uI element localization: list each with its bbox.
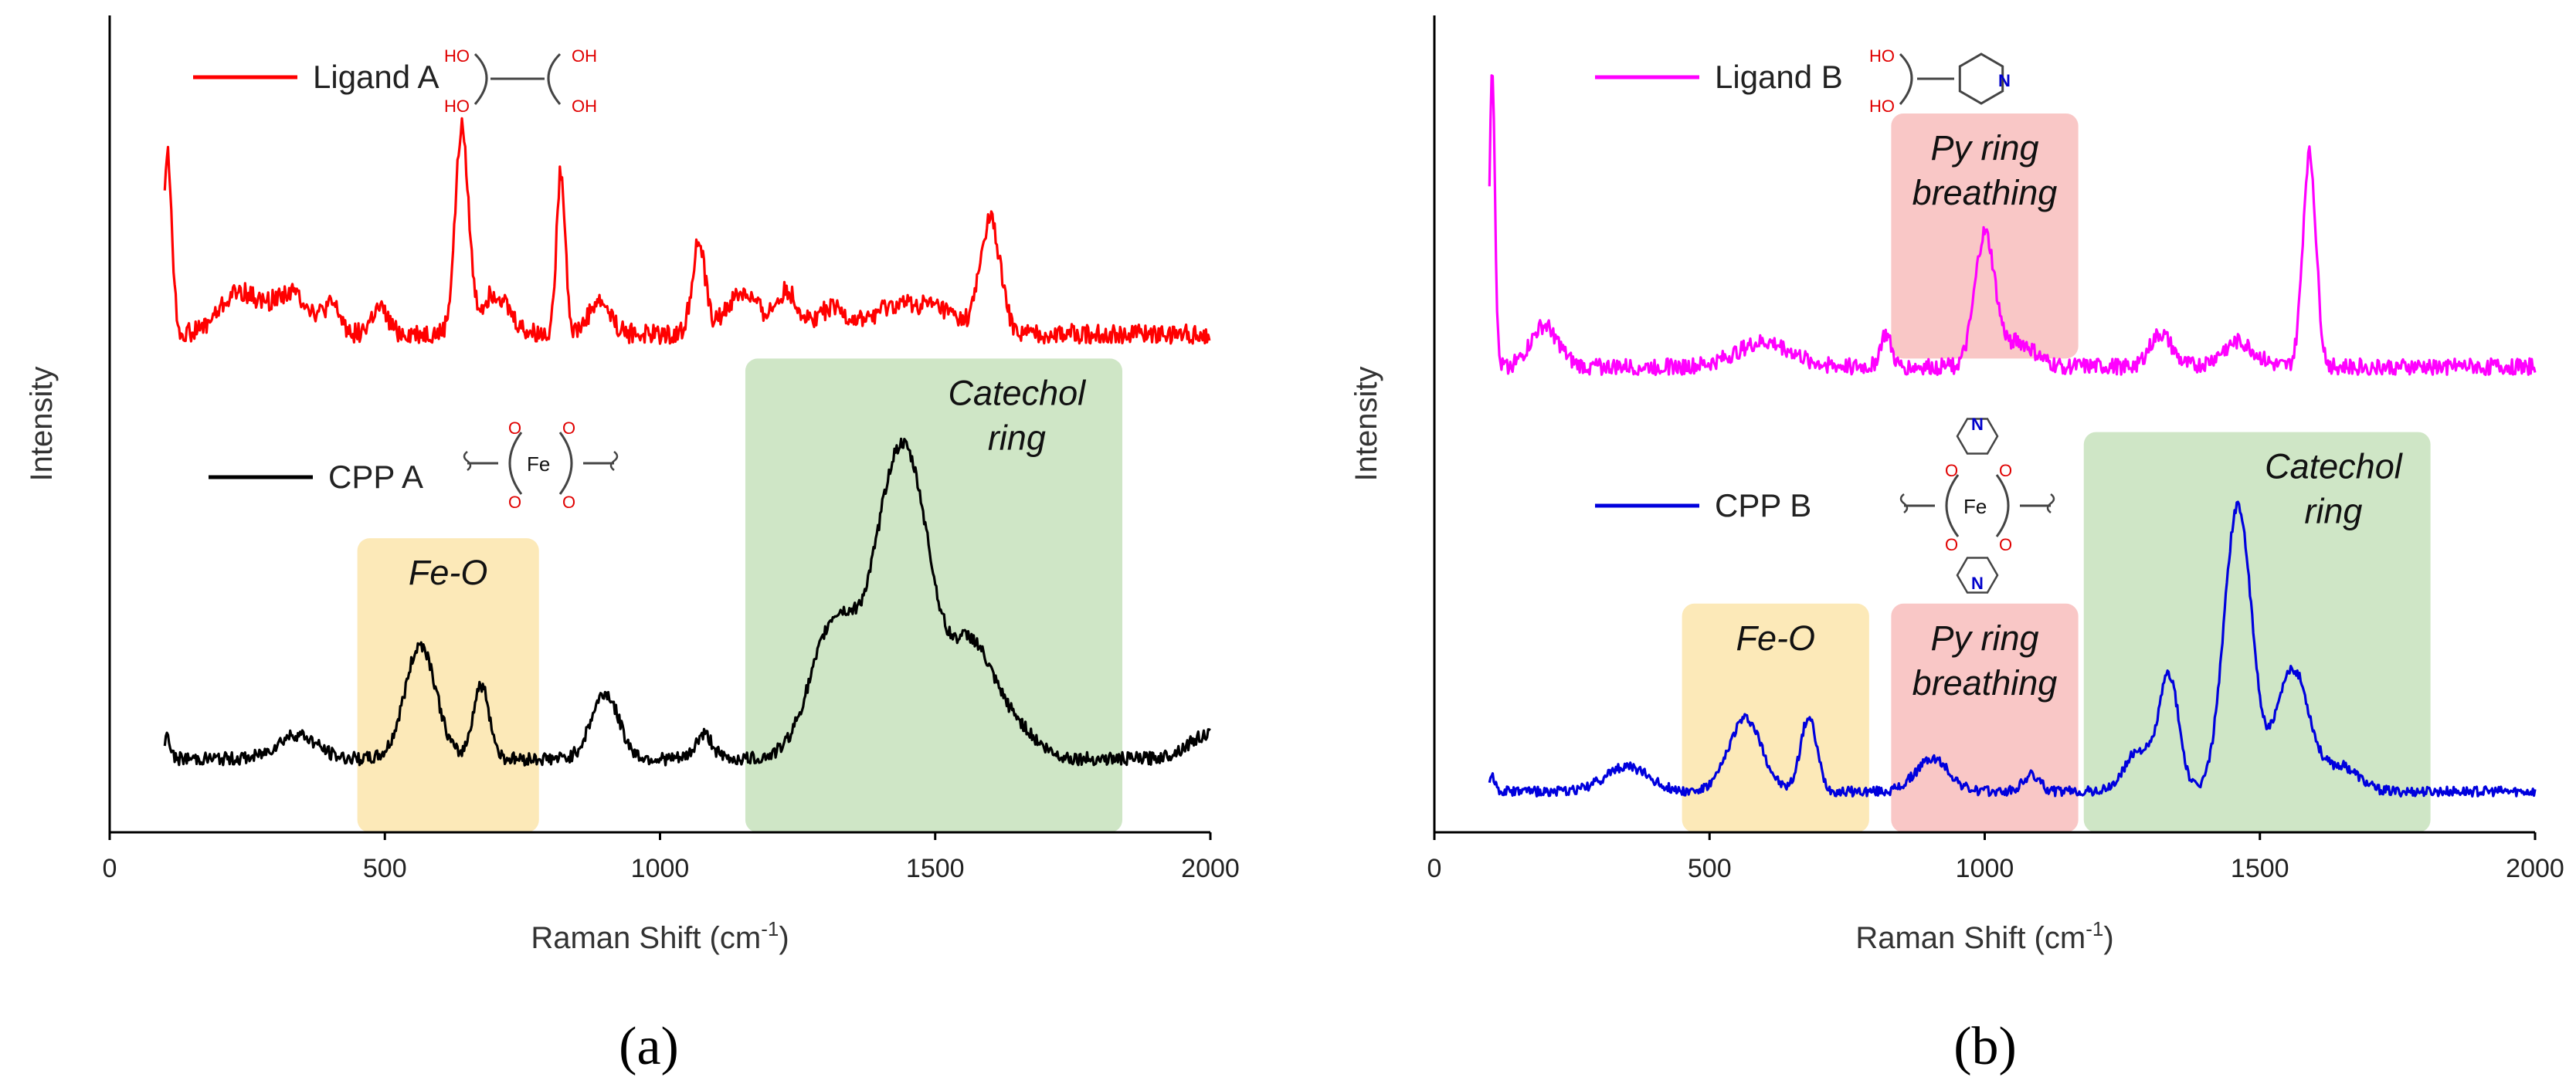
x-tick-label: 0: [103, 854, 117, 883]
x-tick-label: 1000: [1956, 854, 2014, 883]
y-axis-title: Intensity: [1349, 367, 1383, 482]
structure-diol: HO HO OH OH: [444, 46, 597, 116]
region-fe-o: [357, 538, 539, 832]
x-tick-label: 0: [1427, 854, 1442, 883]
x-tick-label: 1000: [631, 854, 690, 883]
x-tick-label: 500: [1688, 854, 1732, 883]
panel-label: (b): [1953, 1017, 2017, 1076]
x-tick-label: 2000: [1181, 854, 1240, 883]
fe-center: Fe: [1963, 495, 1987, 518]
region-catechol: [745, 358, 1122, 832]
legend-label: Ligand A: [313, 59, 440, 95]
region-catechol: [2083, 432, 2431, 832]
region-label-catechol: ring: [2304, 492, 2362, 531]
oxygen-label: O: [508, 418, 521, 438]
region-py-ring-lower: [1891, 603, 2079, 832]
x-axis-title: Raman Shift (cm-1): [1855, 917, 2113, 955]
legend-label: Ligand B: [1715, 59, 1843, 95]
series-ligand-b: [1488, 74, 2537, 377]
y-axis-title: Intensity: [25, 367, 59, 482]
region-label-py-ring-lower: Py ring: [1930, 618, 2038, 658]
x-tick-label: 2000: [2506, 854, 2564, 883]
hydroxyl-label: HO: [444, 46, 470, 66]
legend-label: CPP A: [328, 459, 423, 495]
hydroxyl-label: HO: [1869, 97, 1895, 116]
hydroxyl-label: OH: [572, 97, 597, 116]
region-label-catechol: Catechol: [949, 373, 1088, 412]
nitrogen-label: N: [1998, 71, 2011, 90]
oxygen-label: O: [1945, 535, 1958, 554]
series-cpp-b: [1488, 500, 2537, 798]
structure-fe-catecholate-pyridine: Fe O O O O N N: [1899, 415, 2055, 594]
nitrogen-label: N: [1971, 415, 1984, 434]
region-py-ring-upper: [1891, 113, 2079, 359]
x-axis-title: Raman Shift (cm-1): [531, 917, 789, 955]
region-label-py-ring-lower: breathing: [1912, 663, 2058, 703]
oxygen-label: O: [562, 418, 575, 438]
oxygen-label: O: [1999, 535, 2012, 554]
x-tick-label: 500: [363, 854, 407, 883]
nitrogen-label: N: [1971, 574, 1984, 593]
structure-fe-catecholate: Fe O O O O: [463, 418, 619, 512]
hydroxyl-label: OH: [572, 46, 597, 66]
panel-label: (a): [619, 1017, 679, 1076]
region-label-py-ring-upper: Py ring: [1930, 128, 2038, 168]
x-tick-label: 1500: [2231, 854, 2289, 883]
region-label-fe-o: Fe-O: [409, 553, 488, 592]
hydroxyl-label: HO: [444, 97, 470, 116]
iron-label: Fe: [527, 452, 550, 476]
hydroxyl-label: HO: [1869, 46, 1895, 66]
structure-pyridyl-diol: HO HO N: [1869, 46, 2011, 116]
region-label-catechol: ring: [988, 418, 1046, 457]
oxygen-label: O: [508, 493, 521, 512]
fe-center: Fe: [527, 452, 550, 476]
region-label-fe-o: Fe-O: [1736, 618, 1815, 658]
region-label-py-ring-upper: breathing: [1912, 173, 2058, 212]
series-ligand-a: [163, 117, 1211, 345]
panel-b: Fe-O Py ring breathing Catechol ring Py ring b…: [1349, 15, 2564, 1076]
region-label-catechol: Catechol: [2265, 447, 2404, 486]
oxygen-label: O: [1999, 461, 2012, 480]
series-cpp-a: [163, 437, 1211, 767]
panel-a: Fe-O Catechol ring Ligand AHO HO OH OH CPP A Fe O…: [25, 15, 1240, 1076]
oxygen-label: O: [562, 493, 575, 512]
x-tick-label: 1500: [906, 854, 965, 883]
oxygen-label: O: [1945, 461, 1958, 480]
legend-label: CPP B: [1715, 487, 1811, 523]
iron-label: Fe: [1963, 495, 1987, 518]
